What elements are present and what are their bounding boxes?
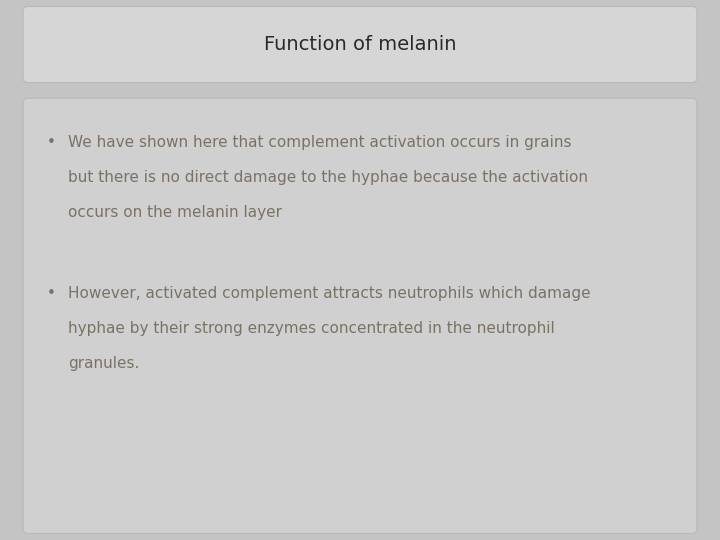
Text: •: • <box>47 135 55 150</box>
Text: Function of melanin: Function of melanin <box>264 35 456 54</box>
Text: hyphae by their strong enzymes concentrated in the neutrophil: hyphae by their strong enzymes concentra… <box>68 321 555 336</box>
Text: occurs on the melanin layer: occurs on the melanin layer <box>68 205 282 220</box>
Text: We have shown here that complement activation occurs in grains: We have shown here that complement activ… <box>68 135 572 150</box>
Text: granules.: granules. <box>68 356 140 372</box>
FancyBboxPatch shape <box>23 98 697 534</box>
Text: •: • <box>47 286 55 301</box>
Text: However, activated complement attracts neutrophils which damage: However, activated complement attracts n… <box>68 286 591 301</box>
FancyBboxPatch shape <box>23 6 697 83</box>
Text: but there is no direct damage to the hyphae because the activation: but there is no direct damage to the hyp… <box>68 170 588 185</box>
